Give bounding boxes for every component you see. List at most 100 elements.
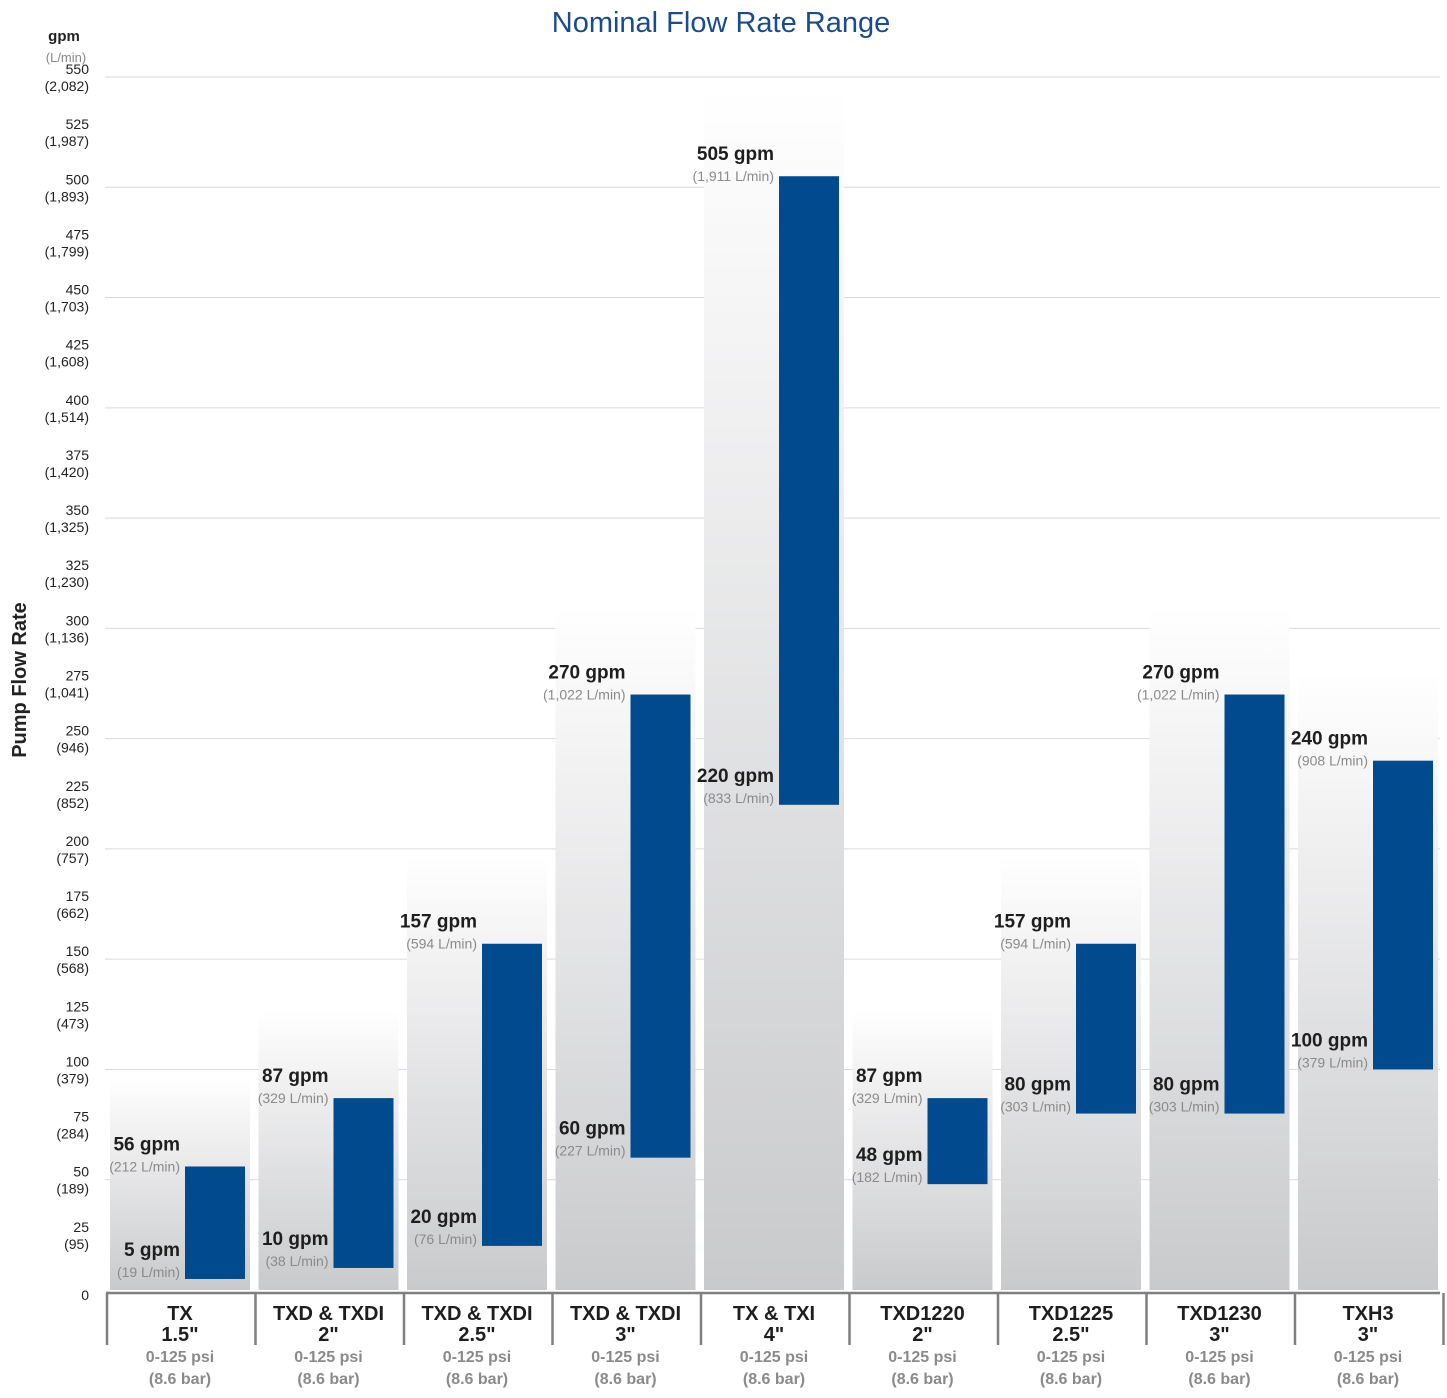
min-value-label: 10 gpm (262, 1229, 329, 1250)
range-bar (185, 1166, 245, 1279)
max-value-sublabel: (329 L/min) (258, 1090, 329, 1106)
min-value-sublabel: (303 L/min) (1000, 1099, 1071, 1115)
y-tick-label: 150 (66, 943, 90, 959)
category-pressure: 0-125 psi (146, 1349, 214, 1366)
max-value-label: 157 gpm (400, 912, 477, 933)
y-tick-sublabel: (95) (64, 1236, 89, 1252)
range-bar (779, 176, 839, 805)
category-pressure: 0-125 psi (740, 1349, 808, 1366)
min-value-sublabel: (833 L/min) (703, 790, 774, 806)
max-value-label: 270 gpm (548, 663, 625, 684)
category-pressure: 0-125 psi (1185, 1349, 1253, 1366)
category-size: 2" (912, 1324, 933, 1346)
y-tick-label: 300 (66, 612, 90, 628)
min-value-label: 60 gpm (559, 1119, 626, 1140)
category-pressure: 0-125 psi (294, 1349, 362, 1366)
category-name: TXD1230 (1177, 1303, 1262, 1325)
category-pressure-bar: (8.6 bar) (891, 1371, 953, 1388)
chart-title: Nominal Flow Rate Range (552, 7, 890, 39)
max-value-sublabel: (594 L/min) (1000, 936, 1071, 952)
min-value-label: 20 gpm (410, 1207, 477, 1228)
category-pressure: 0-125 psi (888, 1349, 956, 1366)
y-axis-label: Pump Flow Rate (9, 602, 31, 758)
y-tick-sublabel: (662) (56, 905, 89, 921)
y-tick-sublabel: (1,893) (45, 188, 89, 204)
category-pressure-bar: (8.6 bar) (149, 1371, 211, 1388)
y-axis-ticks: 0 25(95) 50(189) 75(284) 100(379) 125(473) 150… (45, 61, 90, 1303)
y-tick-sublabel: (1,420) (45, 464, 89, 480)
y-tick-label: 175 (66, 888, 90, 904)
max-value-label: 505 gpm (697, 144, 774, 165)
y-tick-label: 375 (66, 447, 90, 463)
category-name: TXD & TXDI (273, 1303, 384, 1325)
x-axis (105, 1291, 1445, 1345)
min-value-sublabel: (182 L/min) (852, 1169, 923, 1185)
y-tick-label: 500 (66, 171, 90, 187)
y-tick-label: 200 (66, 833, 90, 849)
category-size: 3" (615, 1324, 636, 1346)
max-value-sublabel: (1,022 L/min) (1137, 687, 1219, 703)
range-bar (482, 943, 542, 1246)
value-labels: 56 gpm (212 L/min) 5 gpm (19 L/min) 87 gpm (3… (109, 144, 1368, 1280)
category-pressure: 0-125 psi (591, 1349, 659, 1366)
y-tick-sublabel: (1,514) (45, 409, 89, 425)
range-bar (1373, 760, 1433, 1070)
category-pressure-bar: (8.6 bar) (1040, 1371, 1102, 1388)
category-pressure-bar: (8.6 bar) (594, 1371, 656, 1388)
max-value-label: 56 gpm (113, 1134, 180, 1155)
y-unit-primary: gpm (48, 28, 80, 45)
y-tick-label: 225 (66, 778, 90, 794)
range-bar (333, 1098, 394, 1268)
y-tick-label: 475 (66, 226, 90, 242)
range-bar (927, 1098, 988, 1185)
category-name: TXH3 (1342, 1303, 1393, 1325)
min-value-sublabel: (38 L/min) (265, 1253, 328, 1269)
max-value-label: 87 gpm (856, 1066, 923, 1087)
category-pressure-bar: (8.6 bar) (1188, 1371, 1250, 1388)
min-value-sublabel: (76 L/min) (414, 1231, 477, 1247)
max-value-label: 87 gpm (262, 1066, 329, 1087)
y-tick-label: 100 (66, 1053, 90, 1069)
y-tick-sublabel: (1,325) (45, 519, 89, 535)
y-tick-label: 0 (81, 1287, 89, 1303)
y-tick-sublabel: (1,136) (45, 629, 89, 645)
y-tick-sublabel: (189) (56, 1181, 89, 1197)
category-pressure-bar: (8.6 bar) (743, 1371, 805, 1388)
y-tick-sublabel: (1,799) (45, 243, 89, 259)
min-value-sublabel: (19 L/min) (117, 1264, 180, 1280)
category-name: TXD1225 (1029, 1303, 1114, 1325)
category-pressure-bar: (8.6 bar) (1337, 1371, 1399, 1388)
category-size: 2" (318, 1324, 339, 1346)
max-value-label: 270 gpm (1142, 663, 1219, 684)
y-tick-sublabel: (1,703) (45, 299, 89, 315)
y-tick-sublabel: (379) (56, 1070, 89, 1086)
y-tick-sublabel: (946) (56, 740, 89, 756)
y-tick-label: 550 (66, 61, 90, 77)
range-bar (1076, 943, 1136, 1114)
range-bar (1224, 694, 1285, 1114)
y-tick-label: 400 (66, 392, 90, 408)
min-value-label: 80 gpm (1153, 1075, 1220, 1096)
y-tick-sublabel: (284) (56, 1126, 89, 1142)
min-value-label: 100 gpm (1291, 1030, 1368, 1051)
max-value-label: 157 gpm (994, 912, 1071, 933)
y-tick-sublabel: (757) (56, 850, 89, 866)
y-tick-label: 350 (66, 502, 90, 518)
range-bars (185, 176, 1433, 1279)
y-tick-label: 450 (66, 282, 90, 298)
category-pressure-bar: (8.6 bar) (297, 1371, 359, 1388)
category-name: TXD & TXDI (570, 1303, 681, 1325)
category-pressure: 0-125 psi (1037, 1349, 1105, 1366)
category-labels: TX1.5"0-125 psi(8.6 bar)TXD & TXDI2"0-12… (146, 1303, 1402, 1388)
min-value-label: 220 gpm (697, 766, 774, 787)
max-value-sublabel: (1,911 L/min) (693, 168, 774, 184)
y-tick-sublabel: (568) (56, 960, 89, 976)
max-value-sublabel: (908 L/min) (1297, 753, 1368, 769)
max-value-label: 240 gpm (1291, 729, 1368, 750)
category-size: 3" (1358, 1324, 1379, 1346)
range-bar (630, 694, 691, 1158)
y-tick-label: 250 (66, 723, 90, 739)
max-value-sublabel: (594 L/min) (406, 936, 477, 952)
